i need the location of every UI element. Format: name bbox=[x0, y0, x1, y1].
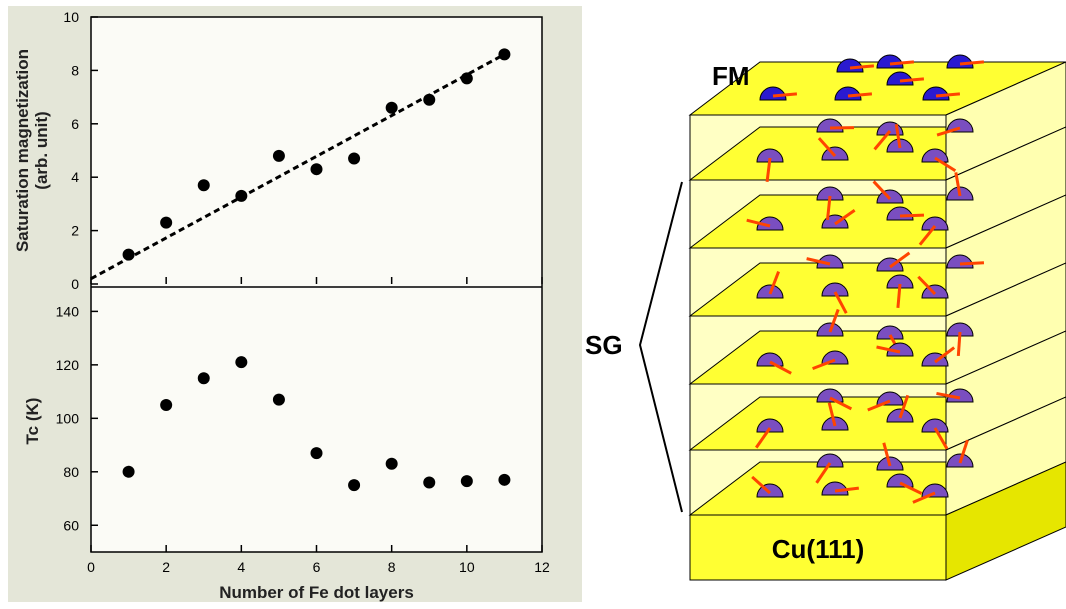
data-point bbox=[160, 217, 172, 229]
y-tick-label: 100 bbox=[56, 410, 80, 426]
y-tick-label: 80 bbox=[63, 464, 79, 480]
spin-arrow bbox=[898, 284, 900, 308]
y-tick-label: 0 bbox=[71, 276, 79, 292]
x-tick-label: 12 bbox=[534, 559, 550, 575]
y-tick-label: 2 bbox=[71, 223, 79, 239]
data-point bbox=[461, 475, 473, 487]
data-point bbox=[348, 479, 360, 491]
data-point bbox=[273, 394, 285, 406]
x-tick-label: 6 bbox=[313, 559, 321, 575]
data-point bbox=[461, 72, 473, 84]
data-point bbox=[386, 458, 398, 470]
y-axis-label: Tc (K) bbox=[23, 398, 42, 445]
data-point bbox=[423, 94, 435, 106]
data-point bbox=[423, 476, 435, 488]
data-point bbox=[198, 372, 210, 384]
data-point bbox=[160, 399, 172, 411]
y-tick-label: 8 bbox=[71, 62, 79, 78]
y-tick-label: 4 bbox=[71, 169, 79, 185]
spin-arrow bbox=[900, 215, 924, 216]
y-tick-label: 6 bbox=[71, 116, 79, 132]
spin-arrow bbox=[960, 62, 984, 64]
x-tick-label: 8 bbox=[388, 559, 396, 575]
data-point bbox=[273, 150, 285, 162]
data-point bbox=[498, 48, 510, 60]
x-tick-label: 0 bbox=[87, 559, 95, 575]
x-tick-label: 2 bbox=[162, 559, 170, 575]
data-point bbox=[198, 179, 210, 191]
x-tick-label: 4 bbox=[237, 559, 245, 575]
spin-arrow bbox=[900, 79, 924, 81]
data-point bbox=[348, 153, 360, 165]
spin-arrow bbox=[850, 66, 874, 68]
spin-arrow bbox=[960, 263, 984, 264]
substrate-label: Cu(111) bbox=[772, 534, 865, 564]
spin-arrow bbox=[958, 332, 960, 356]
y-tick-label: 10 bbox=[63, 9, 79, 25]
layer-diagram bbox=[690, 55, 1066, 580]
data-point bbox=[235, 190, 247, 202]
y-axis-label: Saturation magnetization bbox=[13, 49, 32, 252]
y-tick-label: 60 bbox=[63, 517, 79, 533]
x-tick-label: 10 bbox=[459, 559, 475, 575]
y-tick-label: 140 bbox=[56, 303, 80, 319]
sg-bracket bbox=[640, 182, 682, 512]
plot-frame bbox=[91, 17, 542, 552]
spin-arrow bbox=[848, 94, 872, 96]
spin-arrow bbox=[890, 62, 914, 64]
spin-dot bbox=[837, 59, 863, 72]
spin-arrow bbox=[936, 94, 960, 96]
figure: FM SG Cu(111) 0 2 4 6 8 10 Saturation magnetiz… bbox=[0, 0, 1066, 604]
data-point bbox=[235, 356, 247, 368]
spin-dot bbox=[947, 55, 973, 68]
y-axis-label: (arb. unit) bbox=[32, 111, 51, 189]
sg-label: SG bbox=[585, 330, 623, 360]
data-point bbox=[123, 249, 135, 261]
data-point bbox=[123, 466, 135, 478]
fm-label: FM bbox=[712, 61, 750, 91]
data-point bbox=[386, 102, 398, 114]
spin-dot bbox=[877, 55, 903, 68]
data-point bbox=[311, 163, 323, 175]
page: FM SG Cu(111) 0 2 4 6 8 10 Saturation magnetiz… bbox=[0, 0, 1066, 604]
spin-arrow bbox=[773, 94, 797, 96]
y-tick-label: 120 bbox=[56, 357, 80, 373]
x-axis-label: Number of Fe dot layers bbox=[219, 583, 414, 602]
data-point bbox=[498, 474, 510, 486]
data-point bbox=[311, 447, 323, 459]
